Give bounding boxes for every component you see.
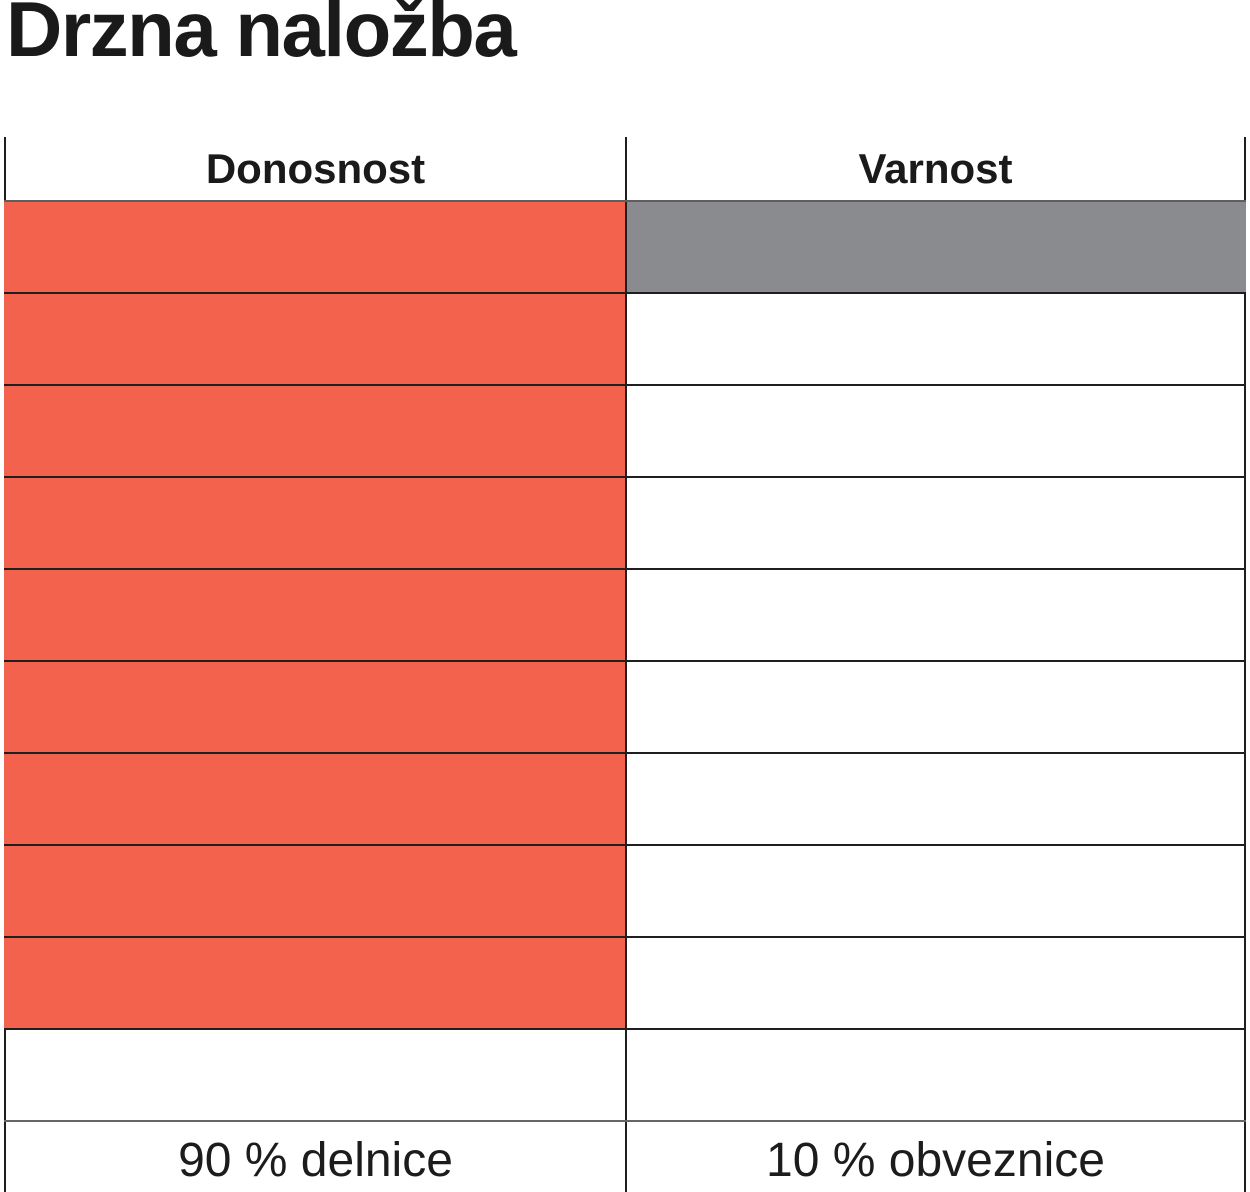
grid-rows — [4, 202, 1246, 1122]
varnost-cell-empty — [627, 938, 1246, 1028]
grid-row-10 — [4, 1030, 1246, 1122]
header-row: Donosnost Varnost — [4, 137, 1246, 202]
grid-row-2 — [4, 294, 1246, 386]
grid-row-8 — [4, 846, 1246, 938]
varnost-cell-empty — [627, 846, 1246, 936]
grid-row-3 — [4, 386, 1246, 478]
varnost-cell-empty — [627, 1030, 1246, 1120]
donosnost-cell-filled — [4, 570, 627, 660]
donosnost-cell-filled — [4, 938, 627, 1028]
grid-row-6 — [4, 662, 1246, 754]
varnost-cell-empty — [627, 386, 1246, 476]
varnost-cell-empty — [627, 662, 1246, 752]
varnost-footer-label: 10 % obveznice — [627, 1122, 1246, 1192]
column-header-donosnost: Donosnost — [4, 137, 627, 200]
page-title: Drzna naložba — [6, 0, 517, 73]
varnost-cell-empty — [627, 570, 1246, 660]
varnost-cell-empty — [627, 754, 1246, 844]
grid-row-7 — [4, 754, 1246, 846]
donosnost-cell-filled — [4, 386, 627, 476]
allocation-chart-table: Donosnost Varnost 90 % delnice 10 % obve… — [4, 137, 1246, 1192]
donosnost-footer-label: 90 % delnice — [4, 1122, 627, 1192]
donosnost-cell-filled — [4, 846, 627, 936]
donosnost-cell-filled — [4, 294, 627, 384]
donosnost-cell-empty — [4, 1030, 627, 1120]
footer-label-row: 90 % delnice 10 % obveznice — [4, 1122, 1246, 1192]
grid-row-9 — [4, 938, 1246, 1030]
grid-row-5 — [4, 570, 1246, 662]
varnost-cell-empty — [627, 478, 1246, 568]
donosnost-cell-filled — [4, 754, 627, 844]
varnost-cell-filled — [627, 202, 1246, 292]
donosnost-cell-filled — [4, 478, 627, 568]
donosnost-cell-filled — [4, 662, 627, 752]
donosnost-cell-filled — [4, 202, 627, 292]
varnost-cell-empty — [627, 294, 1246, 384]
column-header-varnost: Varnost — [627, 137, 1246, 200]
grid-row-1 — [4, 202, 1246, 294]
grid-row-4 — [4, 478, 1246, 570]
